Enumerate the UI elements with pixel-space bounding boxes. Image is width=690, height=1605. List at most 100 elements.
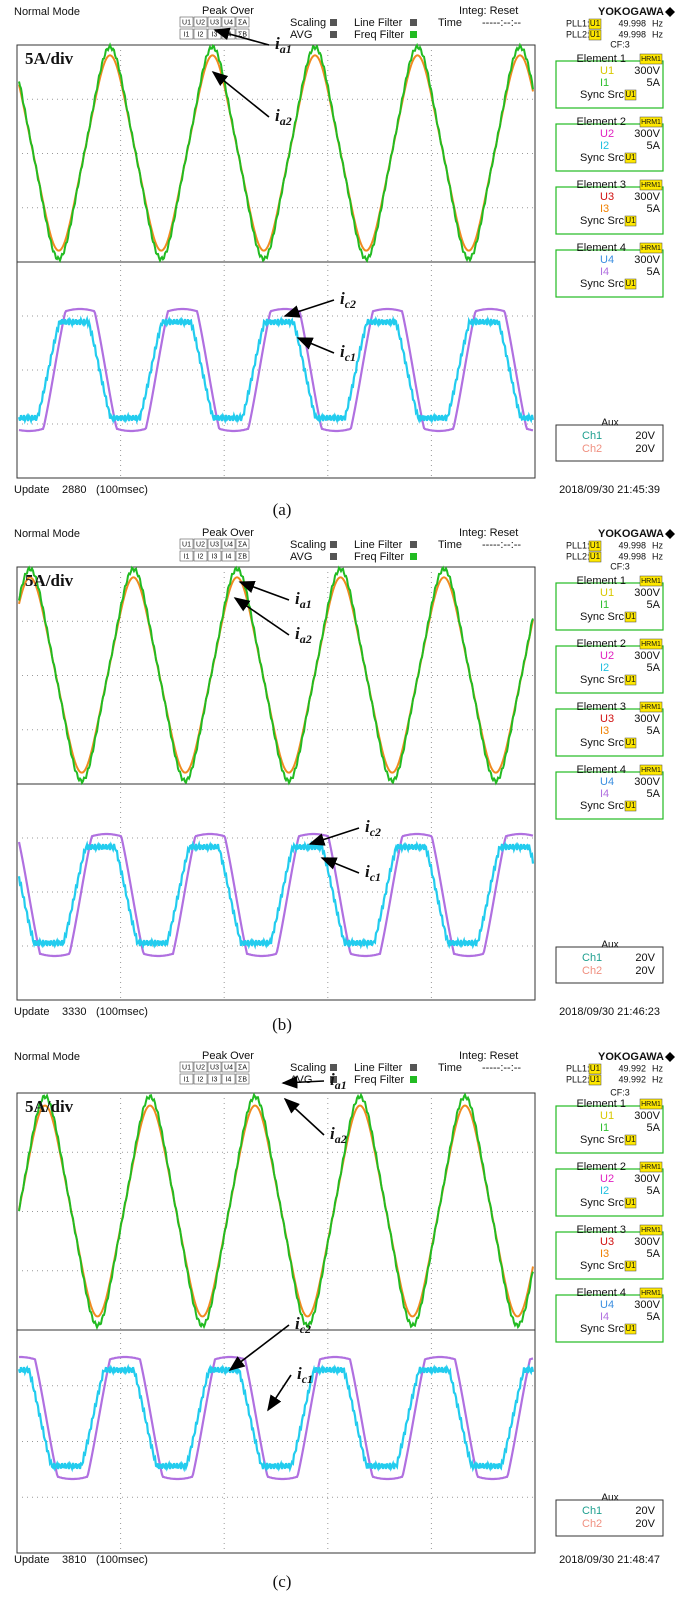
element-mode: HRM1 — [641, 1164, 661, 1171]
element-i-range: 5A — [647, 599, 661, 611]
scale-label: 5A/div — [25, 1097, 74, 1116]
element-mode: HRM1 — [641, 1290, 661, 1297]
integ-time: -----:--:-- — [482, 539, 521, 551]
element-i: I1 — [600, 599, 609, 611]
element-i: I3 — [600, 203, 609, 215]
channel-label: I3 — [212, 553, 218, 560]
channel-label: ΣA — [238, 1064, 247, 1071]
time-label: Time — [438, 1062, 462, 1074]
integ: Integ: Reset — [459, 1050, 518, 1062]
element-u-range: 300V — [634, 776, 660, 788]
element-i-range: 5A — [647, 1122, 661, 1134]
element-u-range: 300V — [634, 1299, 660, 1311]
peak-over: Peak Over — [202, 1050, 254, 1062]
pll-src: U1 — [590, 1075, 601, 1084]
channel-label: I4 — [226, 553, 232, 560]
peak-over: Peak Over — [202, 5, 254, 17]
channel-label: I2 — [198, 31, 204, 38]
element-title: Element 3 — [576, 1224, 626, 1236]
element-title: Element 3 — [576, 179, 626, 191]
aux-ch2: Ch2 — [582, 1518, 602, 1530]
element-i-range: 5A — [647, 788, 661, 800]
element-u: U2 — [600, 128, 614, 140]
channel-label: ΣB — [238, 1076, 247, 1083]
sync-src: U1 — [625, 738, 636, 747]
integ: Integ: Reset — [459, 5, 518, 17]
aux-ch1-range: 20V — [635, 952, 655, 964]
freq-filter: Freq Filter — [354, 551, 404, 563]
sync-label: Sync Src: — [580, 1323, 627, 1335]
pll-src: U1 — [590, 19, 601, 28]
channel-label: I3 — [212, 31, 218, 38]
pll-unit: Hz — [652, 1063, 663, 1073]
sync-src: U1 — [625, 1261, 636, 1270]
element-i: I2 — [600, 140, 609, 152]
element-title: Element 4 — [576, 764, 626, 776]
figure: Normal ModePeak OverU1U2U3U4ΣAI1I2I3I4ΣB… — [0, 0, 690, 1605]
crest-factor: CF:3 — [610, 39, 630, 49]
sync-src: U1 — [625, 675, 636, 684]
line-filter: Line Filter — [354, 17, 403, 29]
element-i: I4 — [600, 788, 609, 800]
indicator — [330, 31, 337, 38]
element-mode: HRM1 — [641, 182, 661, 189]
integ: Integ: Reset — [459, 527, 518, 539]
element-title: Element 2 — [576, 116, 626, 128]
channel-label: U2 — [196, 19, 205, 26]
aux-ch1: Ch1 — [582, 952, 602, 964]
annotation-sub: c1 — [302, 1372, 313, 1386]
element-i-range: 5A — [647, 1185, 661, 1197]
avg: AVG — [290, 29, 312, 41]
element-u-range: 300V — [634, 713, 660, 725]
indicator — [410, 553, 417, 560]
update-rate: (100msec) — [96, 1006, 148, 1018]
channel-label: ΣA — [238, 19, 247, 26]
channel-label: U2 — [196, 541, 205, 548]
pll-label: PLL2: — [566, 551, 590, 561]
sync-label: Sync Src: — [580, 800, 627, 812]
pll-unit: Hz — [652, 540, 663, 550]
time-label: Time — [438, 17, 462, 29]
pll-label: PLL1: — [566, 1063, 590, 1073]
channel-label: U1 — [182, 1064, 191, 1071]
indicator — [330, 541, 337, 548]
annotation-sub: a1 — [280, 42, 292, 56]
aux-ch1: Ch1 — [582, 430, 602, 442]
element-i-range: 5A — [647, 140, 661, 152]
pll-unit: Hz — [652, 18, 663, 28]
pll-label: PLL1: — [566, 18, 590, 28]
update-count: 2880 — [62, 484, 86, 496]
caption: (c) — [273, 1572, 292, 1591]
channel-label: I3 — [212, 1076, 218, 1083]
element-title: Element 4 — [576, 1287, 626, 1299]
channel-label: U4 — [224, 541, 233, 548]
channel-label: U2 — [196, 1064, 205, 1071]
aux-ch2: Ch2 — [582, 443, 602, 455]
annotation-sub: c2 — [300, 1322, 311, 1336]
datetime: 2018/09/30 21:48:47 — [559, 1554, 660, 1566]
annotation-sub: a2 — [300, 632, 312, 646]
aux-title: Aux — [601, 940, 618, 951]
update-label: Update — [14, 484, 49, 496]
sync-src: U1 — [625, 1198, 636, 1207]
element-i: I3 — [600, 1248, 609, 1260]
element-u-range: 300V — [634, 1110, 660, 1122]
element-u-range: 300V — [634, 650, 660, 662]
integ-time: -----:--:-- — [482, 17, 521, 29]
channel-label: I2 — [198, 1076, 204, 1083]
sync-label: Sync Src: — [580, 1134, 627, 1146]
channel-label: ΣB — [238, 553, 247, 560]
element-i: I2 — [600, 662, 609, 674]
element-title: Element 1 — [576, 53, 626, 65]
update-rate: (100msec) — [96, 484, 148, 496]
aux-ch1: Ch1 — [582, 1505, 602, 1517]
sync-src: U1 — [625, 801, 636, 810]
brand-diamond — [665, 7, 675, 17]
element-u: U4 — [600, 776, 614, 788]
channel-label: U1 — [182, 19, 191, 26]
pll-src: U1 — [590, 1064, 601, 1073]
scaling: Scaling — [290, 1062, 326, 1074]
sync-src: U1 — [625, 1324, 636, 1333]
avg: AVG — [290, 1074, 312, 1086]
sync-label: Sync Src: — [580, 1260, 627, 1272]
